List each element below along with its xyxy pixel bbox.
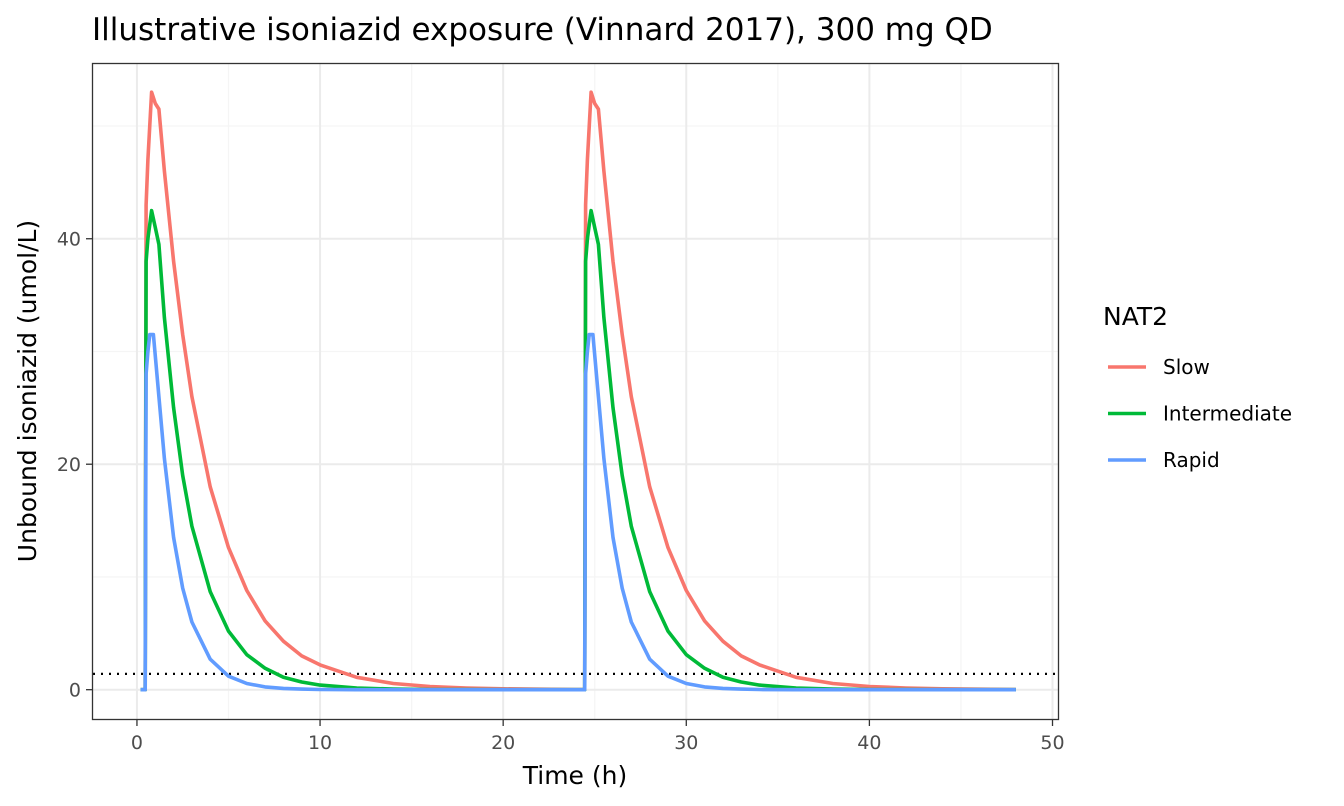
series-line-intermediate [140, 208, 1016, 692]
x-axis-title: Time (h) [522, 761, 627, 790]
plot-panel-border [91, 62, 1060, 721]
x-tick-label: 50 [1040, 732, 1064, 754]
legend-title: NAT2 [1103, 302, 1168, 331]
grid-layer [93, 64, 1058, 719]
series-line-rapid [140, 332, 1016, 692]
series-layer [140, 90, 1016, 692]
y-axis-title: Unbound isoniazid (umol/L) [13, 220, 42, 562]
x-tick-label: 10 [308, 732, 332, 754]
legend: NAT2 Slow Intermediate Rapid [1103, 302, 1292, 472]
y-tick-label: 0 [69, 680, 81, 702]
chart-title: Illustrative isoniazid exposure (Vinnard… [92, 12, 993, 48]
x-tick-label: 30 [674, 732, 698, 754]
y-axis: 0 20 40 [57, 229, 92, 702]
x-tick-label: 40 [857, 732, 881, 754]
legend-label-slow: Slow [1163, 355, 1210, 379]
x-tick-label: 20 [491, 732, 515, 754]
x-tick-label: 0 [131, 732, 143, 754]
legend-label-rapid: Rapid [1163, 448, 1220, 472]
legend-label-intermediate: Intermediate [1163, 402, 1292, 426]
series-line-slow [140, 90, 1016, 692]
y-tick-label: 20 [57, 454, 81, 476]
y-tick-label: 40 [57, 229, 81, 251]
x-axis: 0 10 20 30 40 50 [131, 720, 1065, 754]
